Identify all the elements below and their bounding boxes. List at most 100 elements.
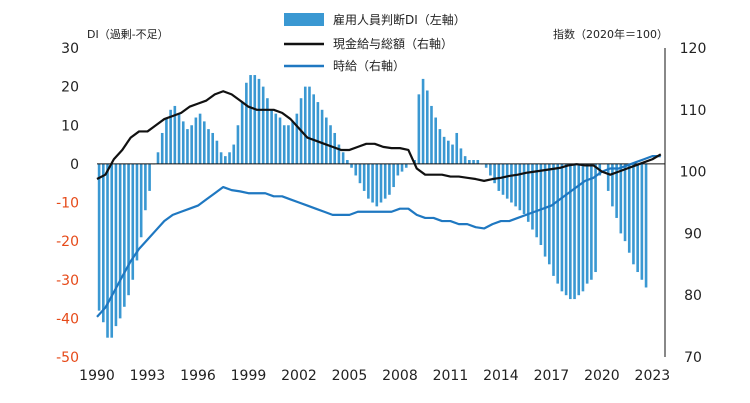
di-bar — [346, 160, 349, 164]
di-bar — [325, 117, 328, 164]
di-bar — [526, 163, 530, 222]
x-tick-label: 1990 — [79, 368, 115, 384]
di-bar — [468, 160, 471, 164]
di-bar — [459, 148, 463, 164]
di-bar — [135, 163, 139, 261]
di-bar — [198, 113, 202, 164]
di-bar — [590, 163, 593, 280]
legend-label-total-wage: 現金給与総額（右軸） — [333, 36, 453, 51]
di-bar — [329, 125, 332, 164]
x-tick-label: 1993 — [130, 368, 166, 384]
di-bar — [165, 117, 168, 164]
di-bar — [114, 163, 118, 327]
di-bar — [379, 163, 383, 203]
di-bar — [240, 102, 244, 164]
legend-bar-swatch — [284, 13, 324, 26]
x-tick-label: 2014 — [483, 368, 519, 384]
di-bar — [404, 163, 408, 168]
di-bar — [489, 163, 492, 176]
di-bar — [97, 163, 101, 311]
di-bar — [388, 163, 391, 195]
right-tick-label: 110 — [680, 103, 707, 119]
di-bar — [194, 117, 198, 164]
di-bar — [531, 163, 534, 230]
di-bar — [543, 163, 547, 257]
x-tick-label: 2005 — [332, 368, 368, 384]
di-bar — [371, 163, 374, 203]
right-tick-label: 100 — [680, 165, 707, 181]
x-tick-label: 2017 — [534, 368, 570, 384]
di-bar — [303, 86, 307, 164]
di-bar — [316, 102, 320, 164]
di-bar — [573, 163, 576, 300]
di-bar — [514, 163, 517, 207]
di-bar — [451, 144, 454, 164]
di-bar — [564, 163, 568, 296]
di-bar — [501, 163, 505, 195]
di-bar — [341, 152, 345, 164]
di-bar — [207, 129, 210, 164]
di-bar — [110, 163, 114, 338]
di-bar — [417, 94, 421, 164]
di-bar — [547, 163, 551, 265]
di-bar — [594, 163, 597, 273]
di-bar — [282, 125, 286, 164]
di-bar — [463, 156, 467, 164]
right-axis-ticks: 120 110 100 90 80 70 — [680, 41, 707, 366]
di-bar — [447, 140, 450, 164]
di-bar — [434, 117, 437, 164]
di-bar — [430, 105, 433, 164]
di-bar — [367, 163, 370, 199]
di-bar — [455, 132, 459, 164]
di-bar — [577, 163, 581, 296]
di-bar — [337, 144, 341, 164]
di-bar — [148, 163, 151, 191]
di-bar — [535, 163, 538, 238]
di-bar — [442, 136, 446, 164]
di-bar — [278, 117, 282, 164]
di-bar — [236, 125, 240, 164]
left-axis-title: DI（過剰-不足） — [87, 28, 169, 41]
di-bar — [219, 152, 223, 164]
di-bar — [539, 163, 543, 245]
di-bar — [636, 163, 639, 273]
left-tick-label: -50 — [56, 350, 79, 366]
di-bar — [181, 121, 185, 164]
di-bar — [585, 163, 589, 284]
x-tick-label: 2011 — [433, 368, 469, 384]
di-bar — [644, 163, 648, 288]
di-bar — [127, 163, 130, 296]
line-series-group — [96, 90, 662, 318]
x-tick-label: 2002 — [281, 368, 317, 384]
left-tick-label: -10 — [56, 196, 79, 212]
di-bar — [106, 163, 109, 338]
di-bar — [362, 163, 366, 191]
di-bar — [350, 163, 353, 168]
bar-series-employment-di — [97, 75, 648, 338]
di-bar — [421, 78, 425, 164]
di-bar — [518, 163, 522, 211]
left-tick-label: 30 — [61, 41, 79, 57]
di-bar — [118, 163, 122, 319]
di-bar — [270, 109, 273, 164]
di-bar — [266, 98, 269, 164]
di-bar — [308, 86, 311, 164]
x-axis-ticks: 1990 1993 1996 1999 2002 2005 2008 2011 2014 2017… — [79, 368, 670, 384]
di-bar — [215, 140, 219, 164]
di-bar — [261, 86, 265, 164]
di-bar — [139, 163, 143, 238]
di-bar — [640, 163, 644, 280]
di-bar — [354, 163, 358, 176]
di-bar — [274, 113, 278, 164]
di-bar — [552, 163, 555, 276]
right-tick-label: 90 — [684, 226, 702, 242]
di-bar — [123, 163, 126, 307]
di-bar — [249, 75, 252, 164]
di-bar — [632, 163, 635, 265]
di-bar — [186, 129, 189, 164]
di-bar — [560, 163, 564, 292]
legend-label-employment-di: 雇用人員判断DI（左軸） — [333, 12, 466, 27]
di-bar — [156, 152, 160, 164]
di-bar — [202, 121, 206, 164]
